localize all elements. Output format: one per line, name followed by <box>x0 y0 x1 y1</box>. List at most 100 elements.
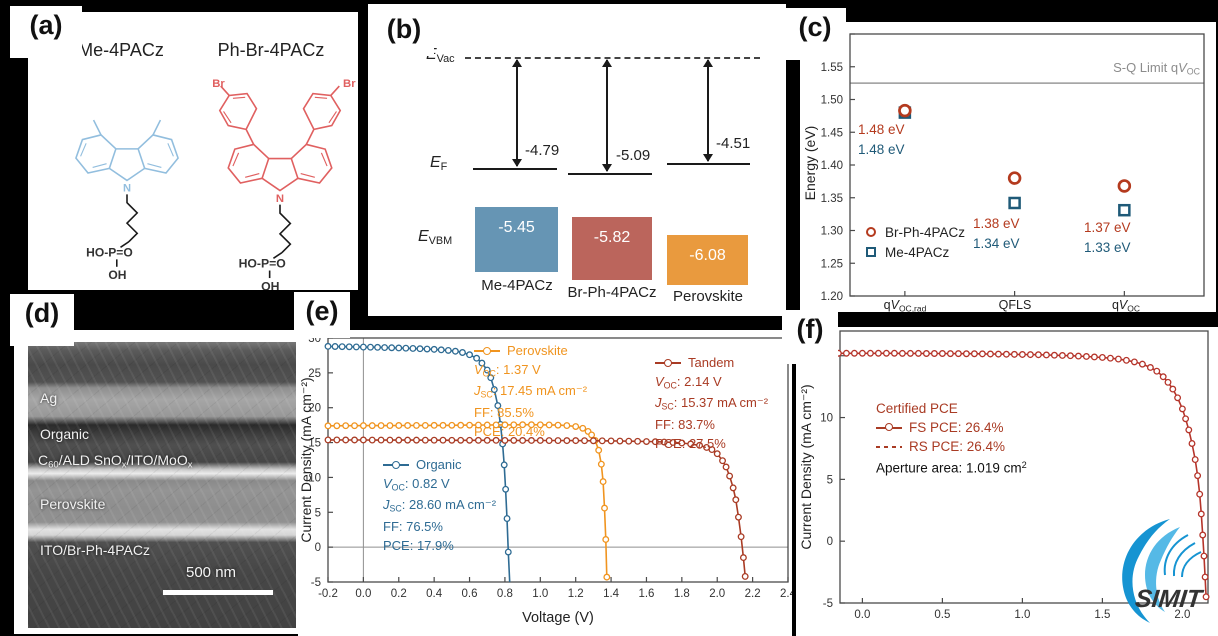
series-name: Organic <box>416 457 462 472</box>
layer-label-c60-ald-sno-ito-moo: C60/ALD SnOx/ITO/MoOx <box>38 452 193 471</box>
legend-row-me4pacz: Me-4PACz <box>866 242 965 262</box>
bromine-label: Br <box>343 78 356 90</box>
annotation-qvocrad: 1.48 eV 1.48 eV <box>858 120 905 160</box>
carbazole-skeleton <box>75 119 179 182</box>
pce-stat: PCE: 20.4% <box>474 423 545 439</box>
svg-text:1.50: 1.50 <box>821 95 843 107</box>
c-y-axis-title: Energy (eV) <box>802 125 818 201</box>
line-circle-marker-icon <box>655 358 681 367</box>
work-function-arrow <box>703 59 713 162</box>
legend-title-row: Organic <box>383 456 496 475</box>
alkyl-chain <box>268 204 292 279</box>
svg-text:0.2: 0.2 <box>391 588 407 600</box>
molecule-me4pacz-title: Me-4PACz <box>78 40 164 60</box>
svg-text:0: 0 <box>315 542 321 554</box>
panel-d: Ag Organic C60/ALD SnOx/ITO/MoOx Perovsk… <box>14 330 308 634</box>
hydroxyl-label: OH <box>261 279 279 290</box>
molecule-phbr4pacz-title: Ph-Br-4PACz <box>217 40 325 60</box>
vbm-box-perovskite: -6.08 <box>667 235 748 285</box>
logo-swoosh-outer <box>1122 519 1170 623</box>
svg-text:0.6: 0.6 <box>462 588 478 600</box>
annotation-blue: 1.33 eV <box>1084 240 1131 255</box>
annotation-qvoc: 1.37 eV 1.33 eV <box>1084 218 1131 258</box>
line-circle-marker-icon <box>474 346 500 355</box>
tandem-legend: Tandem VOC: 2.14 V JSC: 15.37 mA cm⁻² FF… <box>655 354 768 453</box>
c-xtick-qfls: QFLS <box>998 298 1032 312</box>
sq-limit-label: S-Q Limit qVOC <box>1113 60 1200 77</box>
fermi-level-me4pacz <box>473 168 557 170</box>
svg-text:1.20: 1.20 <box>821 291 843 303</box>
annotation-qfls: 1.38 eV 1.34 eV <box>973 214 1020 254</box>
svg-text:1.0: 1.0 <box>532 588 548 600</box>
svg-text:1.25: 1.25 <box>821 258 843 270</box>
ef-label: EF <box>430 154 448 174</box>
series-name: Perovskite <box>507 343 568 358</box>
panel-e-label: (e) <box>294 292 350 338</box>
jv-curves-chart: -0.2 0.0 0.2 0.4 0.6 0.8 1.0 1.2 1.4 1.6 1.8 2.0 2.2… <box>308 333 796 600</box>
annotation-blue: 1.34 eV <box>973 236 1020 251</box>
svg-text:25: 25 <box>308 368 321 380</box>
panel-b-label: (b) <box>374 10 434 56</box>
c-legend: Br-Ph-4PACz Me-4PACz <box>866 222 965 262</box>
legend-title-row: Perovskite <box>474 342 587 361</box>
layer-label-ito-brph4pacz: ITO/Br-Ph-4PACz <box>40 542 150 558</box>
svg-text:0.5: 0.5 <box>934 609 950 621</box>
svg-text:15: 15 <box>308 438 321 450</box>
vbm-box-brph4pacz: -5.82 <box>572 217 652 280</box>
panel-d-label: (d) <box>10 294 74 346</box>
bromine-label: Br <box>212 78 225 90</box>
logo-text: SIMIT <box>1134 585 1206 613</box>
nitrogen-label: N <box>123 183 131 195</box>
aperture-area-label: Aperture area: 1.019 cm2 <box>876 460 1027 476</box>
layer-label-ag: Ag <box>40 390 58 406</box>
ef-value-brph4pacz: -5.09 <box>616 147 651 164</box>
svg-text:1.45: 1.45 <box>821 127 843 139</box>
svg-text:1.2: 1.2 <box>568 588 584 600</box>
phosphonic-group-label: HO-P=O <box>86 246 133 260</box>
layer-label-organic: Organic <box>40 426 90 442</box>
voc-stat: VOC: 1.37 V <box>474 361 541 378</box>
svg-text:0.8: 0.8 <box>497 588 513 600</box>
phosphonic-group-label: HO-P=O <box>239 257 286 271</box>
rs-row: RS PCE: 26.4% <box>876 437 1027 456</box>
panel-c-label: (c) <box>784 8 846 60</box>
c-xtick-qvoc: qVOC <box>1111 298 1141 314</box>
svg-text:10: 10 <box>820 413 833 425</box>
legend-row-brph4pacz: Br-Ph-4PACz <box>866 222 965 242</box>
ff-stat: FF: 85.5% <box>474 405 534 421</box>
jsc-stat: JSC: 28.60 mA cm⁻² <box>383 497 497 514</box>
e-x-axis-title: Voltage (V) <box>522 610 594 626</box>
svg-text:1.8: 1.8 <box>674 588 690 600</box>
logo-brush-lines <box>1163 534 1202 578</box>
svg-text:20: 20 <box>308 403 321 415</box>
svg-text:1.30: 1.30 <box>821 226 843 238</box>
perovskite-legend: Perovskite VOC: 1.37 V JSC: 17.45 mA cm⁻… <box>474 342 587 441</box>
square-marker-icon <box>866 247 876 257</box>
svg-text:1.55: 1.55 <box>821 62 843 74</box>
voc-stat: VOC: 2.14 V <box>655 373 722 390</box>
work-function-arrow <box>512 59 522 167</box>
svg-text:0.0: 0.0 <box>355 588 371 600</box>
c-xtick-qvocrad: qVOC,rad <box>883 298 927 314</box>
svg-text:1.4: 1.4 <box>603 588 620 600</box>
svg-text:-0.2: -0.2 <box>318 588 338 600</box>
fermi-level-perovskite <box>667 163 750 165</box>
svg-text:0: 0 <box>827 536 833 548</box>
svg-text:10: 10 <box>308 472 321 484</box>
vbm-box-me4pacz: -5.45 <box>475 207 558 272</box>
jsc-stat: JSC: 15.37 mA cm⁻² <box>655 395 769 412</box>
svg-text:1.5: 1.5 <box>1094 609 1110 621</box>
certified-pce-legend: Certified PCE FS PCE: 26.4% RS PCE: 26.4… <box>876 399 1027 478</box>
annotation-red: 1.38 eV <box>973 216 1020 231</box>
fs-row: FS PCE: 26.4% <box>876 418 1027 437</box>
panel-f-label: (f) <box>782 310 838 364</box>
series-name: Tandem <box>688 355 735 370</box>
panel-e: -0.2 0.0 0.2 0.4 0.6 0.8 1.0 1.2 1.4 1.6 1.8 2.0 2.2… <box>298 330 797 636</box>
ef-value-me4pacz: -4.79 <box>525 142 560 159</box>
dashed-line-marker-icon <box>876 445 902 448</box>
level-name-perovskite: Perovskite <box>672 288 744 305</box>
simit-logo: SIMIT <box>1122 519 1206 623</box>
svg-text:2.2: 2.2 <box>745 588 761 600</box>
svg-text:2.0: 2.0 <box>709 588 725 600</box>
